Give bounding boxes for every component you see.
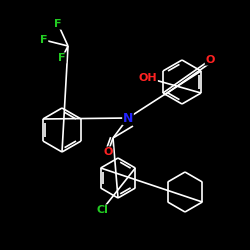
Text: F: F: [40, 35, 48, 45]
Text: Cl: Cl: [96, 205, 108, 215]
Text: OH: OH: [139, 73, 157, 83]
Text: F: F: [54, 19, 62, 29]
Text: F: F: [58, 53, 66, 63]
Text: O: O: [205, 55, 215, 65]
Text: N: N: [123, 112, 133, 124]
Text: O: O: [103, 147, 113, 157]
